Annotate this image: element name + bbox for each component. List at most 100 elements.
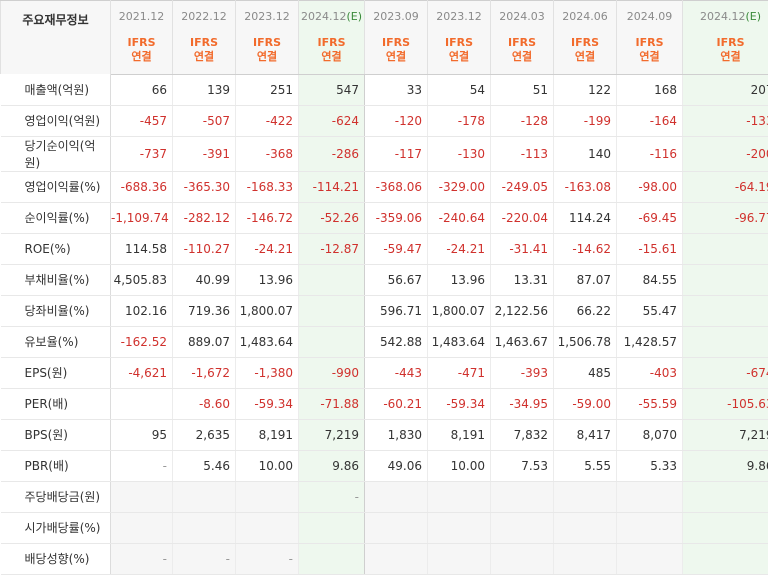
value-cell: 1,800.07 [427, 295, 491, 327]
value-cell: -114.21 [298, 171, 365, 203]
row-label: ROE(%) [0, 233, 111, 265]
column-basis-5: IFRS 연결 [427, 32, 491, 75]
value-cell: 66.22 [553, 295, 617, 327]
value-cell: -164 [616, 105, 683, 137]
value-cell [427, 512, 491, 544]
value-cell: 49.06 [364, 450, 428, 482]
value-cell: 1,800.07 [235, 295, 299, 327]
value-cell: 7,219 [682, 419, 768, 451]
row-label: BPS(원) [0, 419, 111, 451]
value-cell: -329.00 [427, 171, 491, 203]
column-period-5: 2023.12 [427, 0, 491, 32]
table-row: 부채비율(%) 4,505.83 40.99 13.96 56.67 13.96 13.31… [0, 263, 768, 296]
value-cell [490, 480, 554, 513]
basis-consolidated: 연결 [448, 50, 470, 63]
table-row: 시가배당률(%) [0, 512, 768, 544]
value-cell [172, 480, 236, 513]
value-cell: -178 [427, 105, 491, 137]
basis-consolidated: 연결 [131, 50, 152, 63]
value-cell: 547 [298, 74, 365, 106]
value-cell: 8,191 [235, 419, 299, 451]
basis-standard: IFRS [317, 36, 346, 49]
value-cell: 1,428.57 [616, 326, 683, 358]
value-cell: -391 [172, 136, 236, 172]
value-cell: 33 [364, 74, 428, 106]
value-cell [298, 512, 365, 544]
value-cell [490, 512, 554, 544]
value-cell: -60.21 [364, 388, 428, 420]
value-cell: -507 [172, 105, 236, 137]
value-cell: 2,122.56 [490, 295, 554, 327]
period-label: 2024.06 [562, 10, 608, 23]
table-row: BPS(원) 95 2,635 8,191 7,219 1,830 8,191 7,832 8,… [0, 419, 768, 451]
period-label: 2021.12 [118, 10, 165, 23]
row-label: 배당성향(%) [0, 543, 111, 575]
header-period-row: 주요재무정보 2021.12 2022.12 2023.12 2024.12(E) 20… [0, 0, 768, 74]
value-cell: -52.26 [298, 202, 365, 234]
value-cell [682, 233, 768, 265]
table-row: 영업이익률(%) -688.36 -365.30 -168.33 -114.21 -368… [0, 171, 768, 203]
value-cell: 251 [235, 74, 299, 106]
value-cell: 1,483.64 [427, 326, 491, 358]
row-label: 유보율(%) [0, 326, 111, 358]
value-cell: -130 [427, 136, 491, 172]
value-cell: -128 [490, 105, 554, 137]
value-cell: -688.36 [110, 171, 173, 203]
basis-consolidated: 연결 [321, 50, 342, 63]
basis-consolidated: 연결 [720, 50, 741, 63]
value-cell: 596.71 [364, 295, 428, 327]
value-cell: -368.06 [364, 171, 428, 203]
value-cell [172, 512, 236, 544]
basis-standard: IFRS [508, 36, 536, 49]
value-cell: -31.41 [490, 233, 554, 265]
corner-label: 주요재무정보 [0, 0, 111, 74]
value-cell [616, 480, 683, 513]
value-cell: -168.33 [235, 171, 299, 203]
basis-standard: IFRS [127, 36, 156, 49]
value-cell: 889.07 [172, 326, 236, 358]
value-cell: -14.62 [553, 233, 617, 265]
value-cell: -146.72 [235, 202, 299, 234]
value-cell [364, 543, 428, 575]
row-label: 주당배당금(원) [0, 480, 111, 513]
value-cell: 114.24 [553, 202, 617, 234]
value-cell [616, 543, 683, 575]
basis-standard: IFRS [253, 36, 281, 49]
table-row: PBR(배) -5.46 10.00 9.86 49.06 10.00 7.53 5.55 5.… [0, 450, 768, 482]
value-cell: -8.60 [172, 388, 236, 420]
value-cell: -105.63 [682, 388, 768, 420]
value-cell [110, 388, 173, 420]
value-cell [235, 512, 299, 544]
value-cell: 66 [110, 74, 173, 106]
value-cell [616, 512, 683, 544]
value-cell: 5.55 [553, 450, 617, 482]
value-cell: -200 [682, 136, 768, 172]
value-cell [235, 480, 299, 513]
value-cell: -359.06 [364, 202, 428, 234]
period-label: 2023.12 [436, 10, 482, 23]
row-label: 시가배당률(%) [0, 512, 111, 544]
column-basis-3: IFRS 연결 [298, 32, 365, 75]
value-cell [490, 543, 554, 575]
table-row: 유보율(%) -162.52 889.07 1,483.64 542.88 1,483.6… [0, 326, 768, 358]
value-cell: 8,417 [553, 419, 617, 451]
table-row: 매출액(억원)66139251547335451122168207 [0, 74, 768, 106]
value-cell [427, 480, 491, 513]
value-cell: 40.99 [172, 263, 236, 296]
row-label: PER(배) [0, 388, 111, 420]
column-basis-0: IFRS 연결 [110, 32, 173, 75]
value-cell: 1,830 [364, 419, 428, 451]
value-cell: 5.46 [172, 450, 236, 482]
value-cell [298, 295, 365, 327]
period-label: 2024.09 [626, 10, 673, 23]
column-period-1: 2022.12 [172, 0, 236, 32]
header-basis-row: IFRS 연결 IFRS 연결 IFRS 연결 IFRS 연결 IFRS 연결 IFRS 연결 IFRS… [1, 32, 768, 75]
period-label: 2022.12 [181, 10, 227, 23]
value-cell: -471 [427, 356, 491, 389]
value-cell: -220.04 [490, 202, 554, 234]
value-cell [364, 512, 428, 544]
value-cell: -990 [298, 356, 365, 389]
row-label: PBR(배) [0, 450, 111, 482]
table-row: EPS(원) -4,621 -1,672 -1,380 -990 -443 -471 -393… [0, 356, 768, 389]
